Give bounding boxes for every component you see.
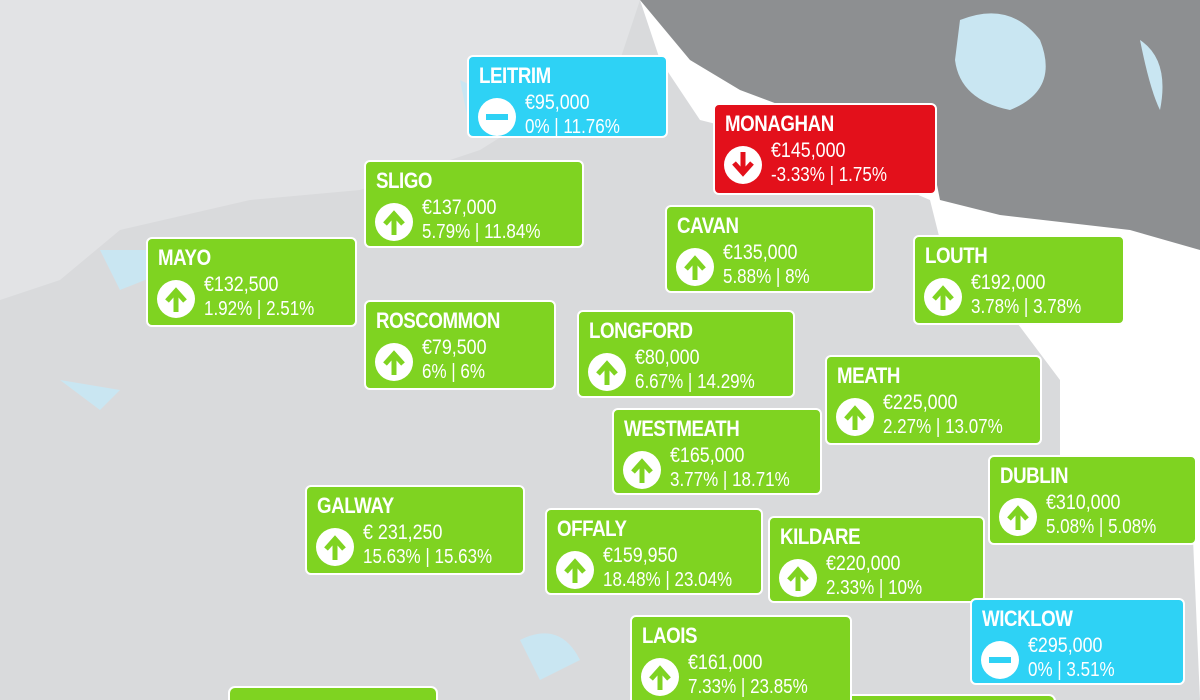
median-price: €310,000 (1046, 491, 1121, 514)
median-price: €79,500 (422, 336, 487, 359)
trend-icon (999, 498, 1037, 536)
county-card: CAVAN €135,000 5.88% | 8% (665, 205, 875, 293)
median-price: €95,000 (525, 91, 590, 114)
price-change: 2.33% | 10% (826, 577, 923, 599)
price-change: 0% | 3.51% (1028, 659, 1115, 681)
price-change: 5.88% | 8% (723, 266, 810, 288)
county-card: WICKLOW €295,000 0% | 3.51% (970, 598, 1185, 685)
county-card: LAOIS €161,000 7.33% | 23.85% (630, 615, 852, 700)
county-name: ROSCOMMON (376, 308, 500, 333)
county-card: MEATH €225,000 2.27% | 13.07% (825, 355, 1042, 445)
trend-icon (478, 98, 516, 136)
median-price: €225,000 (883, 391, 958, 414)
price-change: 7.33% | 23.85% (688, 676, 808, 698)
lough (1140, 40, 1163, 110)
county-card: KILDARE €220,000 2.33% | 10% (768, 516, 985, 603)
median-price: €137,000 (422, 196, 497, 219)
card-partial (829, 694, 1056, 700)
trend-icon (724, 146, 762, 184)
county-card: MAYO €132,500 1.92% | 2.51% (146, 237, 357, 327)
median-price: €80,000 (635, 346, 700, 369)
county-name: WICKLOW (982, 606, 1073, 631)
trend-icon (924, 278, 962, 316)
price-change: 15.63% | 15.63% (363, 546, 493, 568)
county-name: WESTMEATH (624, 416, 740, 441)
median-price: €159,950 (603, 544, 678, 567)
trend-icon (641, 658, 679, 696)
price-change: 3.77% | 18.71% (670, 469, 790, 491)
price-change: -3.33% | 1.75% (771, 164, 887, 186)
county-card: GALWAY € 231,250 15.63% | 15.63% (305, 485, 525, 575)
trend-icon (779, 559, 817, 597)
county-name: LAOIS (642, 623, 698, 648)
county-card: OFFALY €159,950 18.48% | 23.04% (545, 508, 763, 595)
median-price: €295,000 (1028, 634, 1103, 657)
county-card: LOUTH €192,000 3.78% | 3.78% (913, 235, 1125, 325)
median-price: €192,000 (971, 271, 1046, 294)
price-change: 5.79% | 11.84% (422, 221, 541, 243)
county-card: MONAGHAN €145,000 -3.33% | 1.75% (713, 103, 937, 195)
price-change: 6% | 6% (422, 361, 486, 383)
county-card: ROSCOMMON €79,500 6% | 6% (364, 300, 556, 390)
county-name: DUBLIN (1000, 463, 1069, 488)
price-change: 6.67% | 14.29% (635, 371, 755, 393)
price-change: 0% | 11.76% (525, 116, 620, 138)
median-price: €161,000 (688, 651, 763, 674)
trend-icon (676, 248, 714, 286)
county-card: DUBLIN €310,000 5.08% | 5.08% (988, 455, 1197, 545)
median-price: €132,500 (204, 273, 279, 296)
county-name: LEITRIM (479, 63, 551, 88)
trend-icon (375, 203, 413, 241)
county-card: SLIGO €137,000 5.79% | 11.84% (364, 160, 584, 248)
trend-icon (588, 353, 626, 391)
county-card: WESTMEATH €165,000 3.77% | 18.71% (612, 408, 822, 495)
county-name: LONGFORD (589, 318, 693, 343)
county-name: MAYO (158, 245, 211, 270)
county-name: SLIGO (376, 168, 433, 193)
county-name: LOUTH (925, 243, 988, 268)
county-name: CAVAN (677, 213, 739, 238)
lake (955, 13, 1046, 110)
county-name: MEATH (837, 363, 900, 388)
price-change: 2.27% | 13.07% (883, 416, 1003, 438)
county-name: GALWAY (317, 493, 394, 518)
median-price: € 231,250 (363, 521, 443, 544)
trend-icon (157, 280, 195, 318)
county-name: MONAGHAN (725, 111, 834, 136)
median-price: €145,000 (771, 139, 846, 162)
price-change: 5.08% | 5.08% (1046, 516, 1157, 538)
price-change: 3.78% | 3.78% (971, 296, 1082, 318)
trend-icon (375, 343, 413, 381)
trend-icon (316, 528, 354, 566)
trend-icon (556, 551, 594, 589)
county-card: LEITRIM €95,000 0% | 11.76% (467, 55, 668, 138)
county-card: LONGFORD €80,000 6.67% | 14.29% (577, 310, 795, 398)
trend-icon (623, 451, 661, 489)
price-change: 1.92% | 2.51% (204, 298, 315, 320)
median-price: €165,000 (670, 444, 745, 467)
price-change: 18.48% | 23.04% (603, 569, 733, 591)
trend-icon (981, 641, 1019, 679)
median-price: €220,000 (826, 552, 901, 575)
county-name: OFFALY (557, 516, 627, 541)
median-price: €135,000 (723, 241, 798, 264)
card-partial (228, 686, 438, 700)
county-name: KILDARE (780, 524, 861, 549)
trend-icon (836, 398, 874, 436)
